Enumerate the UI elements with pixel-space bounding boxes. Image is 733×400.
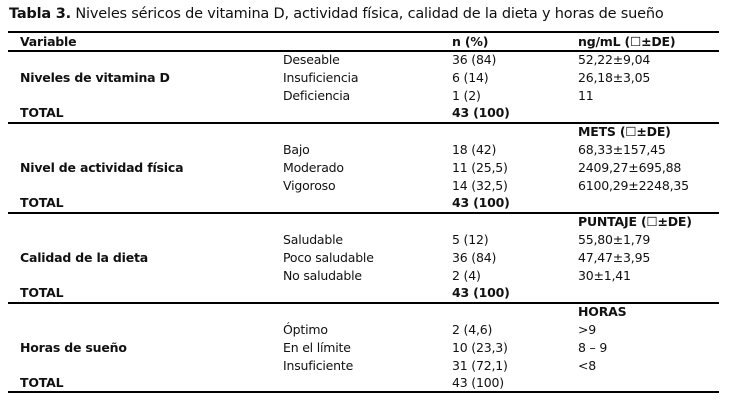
value-cell: 26,18±3,05 [578, 70, 651, 85]
n-cell: 1 (2) [452, 88, 481, 103]
section-name: Nivel de actividad física [20, 160, 184, 175]
value-cell: 11 [578, 88, 594, 103]
caption-label: Tabla 3. [9, 6, 71, 22]
n-cell: 36 (84) [452, 250, 497, 265]
category-cell: No saludable [283, 268, 362, 283]
caption-text: Niveles séricos de vitamina D, actividad… [71, 6, 664, 22]
section-rule [8, 302, 719, 304]
section-name: Calidad de la dieta [20, 250, 149, 265]
unit-header: HORAS [578, 304, 627, 319]
n-cell: 2 (4,6) [452, 322, 493, 337]
category-cell: Insuficiente [283, 358, 354, 373]
unit-header: METS (☐±DE) [578, 124, 671, 139]
section-rule [8, 212, 719, 214]
section-name: Niveles de vitamina D [20, 70, 170, 85]
header-variable: Variable [20, 34, 77, 49]
n-cell: 18 (42) [452, 142, 497, 157]
header-rule [8, 50, 719, 52]
n-cell: 10 (23,3) [452, 340, 508, 355]
value-cell: 47,47±3,95 [578, 250, 651, 265]
category-cell: Saludable [283, 232, 343, 247]
category-cell: Vigoroso [283, 178, 336, 193]
total-label: TOTAL [20, 195, 64, 210]
category-cell: Deseable [283, 52, 340, 67]
category-cell: Bajo [283, 142, 310, 157]
category-cell: Óptimo [283, 322, 328, 337]
category-cell: Poco saludable [283, 250, 374, 265]
value-cell: 6100,29±2248,35 [578, 178, 689, 193]
n-cell: 2 (4) [452, 268, 481, 283]
n-cell: 14 (32,5) [452, 178, 508, 193]
total-label: TOTAL [20, 105, 64, 120]
section-name: Horas de sueño [20, 340, 127, 355]
total-value: 43 (100) [452, 375, 504, 390]
value-cell: 8 – 9 [578, 340, 608, 355]
total-value: 43 (100) [452, 285, 510, 300]
bottom-rule [8, 391, 719, 393]
n-cell: 36 (84) [452, 52, 497, 67]
unit-header: PUNTAJE (☐±DE) [578, 214, 692, 229]
n-cell: 11 (25,5) [452, 160, 508, 175]
top-rule [8, 31, 719, 33]
header-unit: ng/mL (☐±DE) [578, 34, 676, 49]
table-caption: Tabla 3. Niveles séricos de vitamina D, … [9, 6, 664, 22]
category-cell: Insuficiencia [283, 70, 359, 85]
section-rule [8, 122, 719, 124]
value-cell: 68,33±157,45 [578, 142, 666, 157]
header-n-pct: n (%) [452, 34, 489, 49]
n-cell: 5 (12) [452, 232, 489, 247]
category-cell: Moderado [283, 160, 344, 175]
value-cell: 2409,27±695,88 [578, 160, 682, 175]
value-cell: 55,80±1,79 [578, 232, 651, 247]
value-cell: <8 [578, 358, 597, 373]
total-label: TOTAL [20, 375, 64, 390]
total-label: TOTAL [20, 285, 64, 300]
total-value: 43 (100) [452, 195, 510, 210]
category-cell: En el límite [283, 340, 351, 355]
value-cell: 52,22±9,04 [578, 52, 651, 67]
category-cell: Deficiencia [283, 88, 350, 103]
total-value: 43 (100) [452, 105, 510, 120]
n-cell: 6 (14) [452, 70, 489, 85]
value-cell: >9 [578, 322, 597, 337]
value-cell: 30±1,41 [578, 268, 631, 283]
n-cell: 31 (72,1) [452, 358, 508, 373]
